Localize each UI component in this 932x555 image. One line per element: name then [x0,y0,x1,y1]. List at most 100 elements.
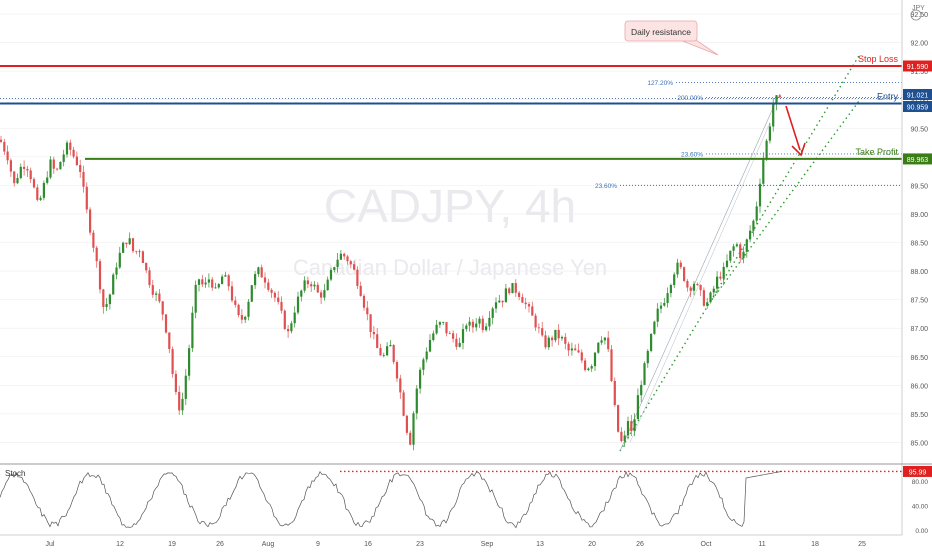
candle [620,427,623,443]
candle-body [455,338,458,347]
candle [339,250,342,261]
candle-body [679,262,682,268]
candle-body [465,325,468,330]
callout-box [624,20,698,42]
candle [336,252,339,273]
candle [56,167,59,171]
stoch-value-tag: 95.99 [903,465,932,477]
candle [475,318,478,332]
current-price-tag-bg [903,100,932,112]
candle-body [501,300,504,303]
candle-body [263,277,267,283]
candle-body [739,244,742,259]
candle [329,267,333,282]
candle [630,414,633,437]
candle-body [293,312,296,324]
candle-body [125,242,128,245]
candle-body [389,344,392,347]
candle-body [89,209,92,233]
fib-level-label: 200.00% [677,95,703,102]
candle-body [82,171,85,187]
price-tick-label: 88.00 [910,269,928,276]
stoch-tick-label: 40.00 [912,504,929,511]
candle-body [141,251,144,263]
time-tick-label: 18 [811,541,819,548]
candle-body [115,267,118,275]
candle [234,296,237,308]
candle [653,320,656,335]
candle-body [617,405,620,432]
candle [386,342,389,357]
candle-body [412,413,415,445]
candle-body [171,349,174,374]
candle-body [709,292,712,303]
candle-body [405,415,408,433]
candle [650,333,653,353]
stoch-tick-label: 0.00 [915,528,928,535]
candle [72,146,75,159]
candle [428,334,432,353]
candle-body [217,284,220,288]
candle-body [386,346,389,356]
candle-body [755,206,758,221]
candle-body [481,318,484,331]
candle [768,123,771,144]
candle-body [257,267,260,275]
candle-body [290,323,293,332]
candle-body [729,250,732,261]
candle-body [485,326,488,331]
candle-body [584,360,587,371]
candle [547,335,550,350]
candle-body [570,348,573,351]
candle-body [475,323,478,328]
candle [379,343,382,356]
candle [455,333,458,350]
candle [452,330,455,343]
candle [732,243,735,257]
candle [359,281,362,297]
candle-body [636,395,639,420]
candle-body [395,362,399,379]
candle [366,301,369,321]
axis-settings-icon[interactable] [910,9,922,21]
candle-body [174,373,177,392]
candle-body [696,283,699,285]
price-tick-label: 85.50 [910,412,928,419]
candle [3,138,6,155]
candle-body [376,334,379,349]
candle [32,177,36,189]
price-tick-label: 89.50 [910,183,928,190]
price-tags: 91.590 91.021 90.959 89.963 [903,60,932,165]
candle-body [135,251,138,252]
candle [59,161,62,170]
candle-body [207,279,210,283]
candle-body [6,151,9,161]
candle [669,283,672,298]
entry-tag-text: 91.021 [907,92,929,99]
candle-body [745,239,748,252]
price-tick-label: 91.50 [910,69,928,76]
candle-body [9,160,12,172]
candle-body [547,337,550,348]
candle [227,274,230,291]
candle-body [673,274,676,286]
candle-body [155,293,158,295]
candle [392,344,395,365]
candle [184,369,187,405]
candle [742,246,745,264]
candle-body [118,252,121,268]
candle [197,278,201,292]
time-tick-label: 23 [416,541,424,548]
candle [481,315,484,333]
candle [280,296,283,314]
candle [666,287,669,308]
candle [415,385,418,420]
candle-body [749,230,752,240]
candle-body [640,384,643,396]
candle-body [514,283,517,293]
candle [287,324,290,338]
candle-body [775,95,778,105]
candle [293,306,296,328]
candle-body [669,285,672,294]
candle-body [105,304,108,307]
